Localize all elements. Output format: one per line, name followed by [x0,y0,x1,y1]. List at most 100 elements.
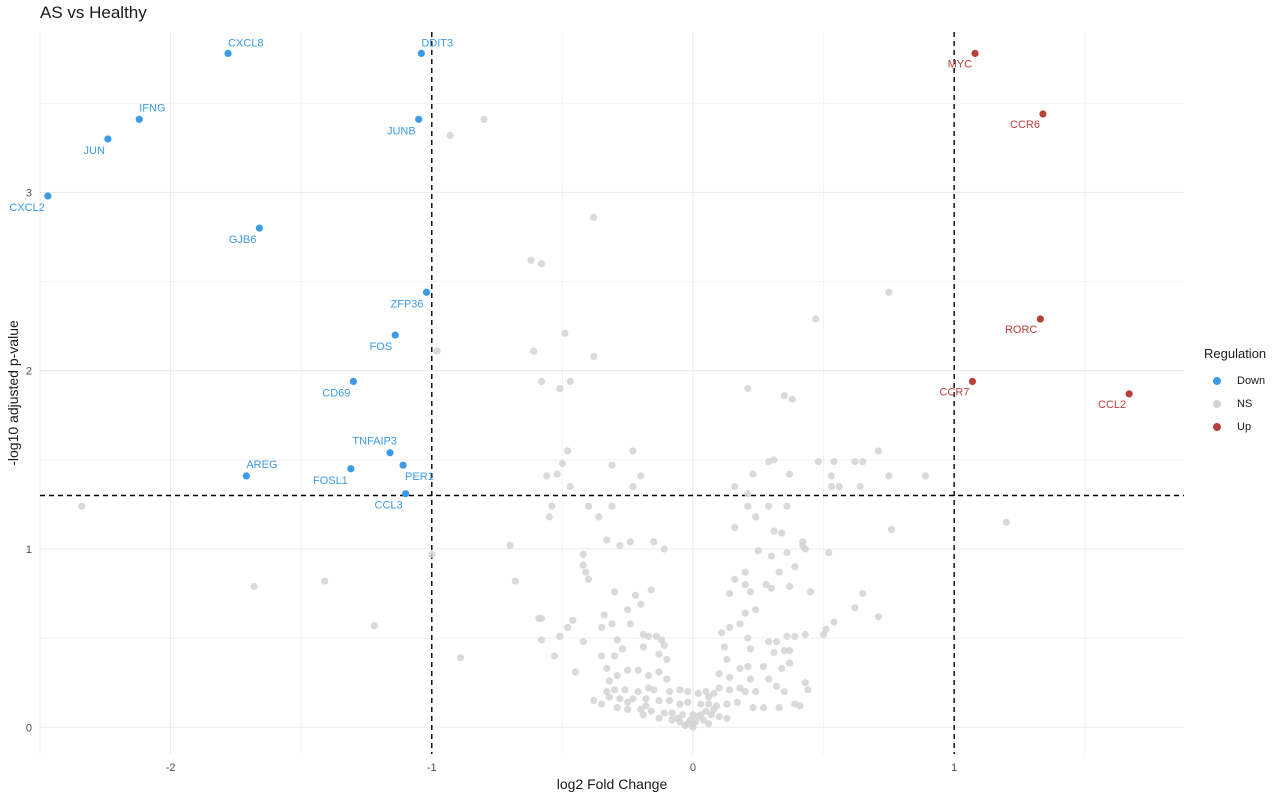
ns-point [830,618,838,626]
ns-point [744,490,752,498]
ns-point [660,545,668,553]
ns-point [618,645,627,653]
ns-point [595,513,603,521]
ns-point [731,523,739,532]
ns-point [874,447,883,455]
ns-point [673,714,681,722]
x-tick-label: 0 [690,762,696,774]
ns-point [624,705,632,714]
x-tick-label: -1 [427,762,437,774]
ns-point [780,688,788,696]
ns-point [725,623,734,632]
gene-label: CXCL2 [9,202,44,214]
ns-point [715,670,723,678]
ns-point [718,629,726,637]
ns-point [637,705,645,714]
ns-point [778,664,786,673]
ns-point [537,377,546,386]
gene-label: FOS [370,341,393,353]
ns-point [613,636,621,644]
ns-point [590,352,598,361]
significant-point [399,461,407,469]
gene-labels: CXCL8 DDIT3 IFNG JUN JUNB CXCL2 GJB6 ZFP36 FOS CD… [9,37,1126,511]
ns-point [822,625,830,633]
legend-key-down [1213,376,1221,385]
ns-point [652,632,661,640]
ns-point [613,671,621,680]
ns-point [786,659,794,667]
significant-point [386,449,394,457]
ns-point [707,711,715,719]
ns-point [561,329,569,337]
ns-point [621,686,629,694]
gene-label: GJB6 [229,234,257,246]
ns-point [786,582,794,591]
ns-point [885,472,893,480]
ns-point [705,693,713,701]
ns-point [571,668,580,676]
ns-point [681,721,689,730]
ns-point [754,547,762,555]
legend-title: Regulation [1204,346,1267,361]
ns-point [579,638,587,646]
ns-point [597,700,606,708]
ns-point [647,586,655,594]
ns-point [660,709,668,717]
ns-point [725,673,734,681]
ns-point [804,686,812,694]
ns-point [597,652,606,660]
ns-point [806,588,815,596]
ns-point [697,700,705,708]
ns-point [676,700,684,708]
ns-point [725,686,734,694]
ns-point [553,470,561,478]
significant-point [224,49,232,57]
ns-point [801,679,809,687]
ns-point [537,260,546,268]
significant-point [402,490,410,498]
ns-point [624,606,632,614]
ns-point [827,482,835,491]
significant-point [422,288,431,296]
ns-point [370,622,378,630]
ns-point [835,482,843,491]
ns-point [699,716,708,724]
ns-point [433,347,441,355]
ns-point [887,525,896,533]
ns-point [611,652,619,660]
legend-label-down: Down [1237,374,1266,387]
ns-point [550,652,559,660]
ns-point [723,714,731,722]
significant-point [1039,110,1047,118]
ns-point [629,695,637,703]
chart-title: AS vs Healthy [40,3,147,22]
ns-point [710,689,718,697]
ns-point [759,663,768,671]
gene-label: PER1 [405,471,434,483]
ns-point [655,650,663,658]
ns-point [629,447,637,455]
ns-point [762,581,770,589]
ns-point [608,502,616,510]
ns-point [770,648,778,656]
ns-point [720,643,728,651]
gene-label: AREG [246,459,277,471]
threshold-lines [40,32,1184,754]
ns-point [799,541,807,550]
ns-point [642,702,650,710]
ns-point [663,675,671,683]
ns-point [733,698,741,706]
ns-point [556,632,564,640]
ns-point [741,609,749,617]
ns-point [584,575,593,583]
significant-points [44,49,1133,498]
ns-point [665,696,674,705]
ns-point [655,668,663,676]
ns-point [752,513,760,521]
significant-point [255,224,263,232]
ns-point [856,482,864,491]
ns-point [637,600,645,608]
y-axis-ticks: 0 1 2 3 [26,187,32,734]
ns-point [783,502,791,510]
